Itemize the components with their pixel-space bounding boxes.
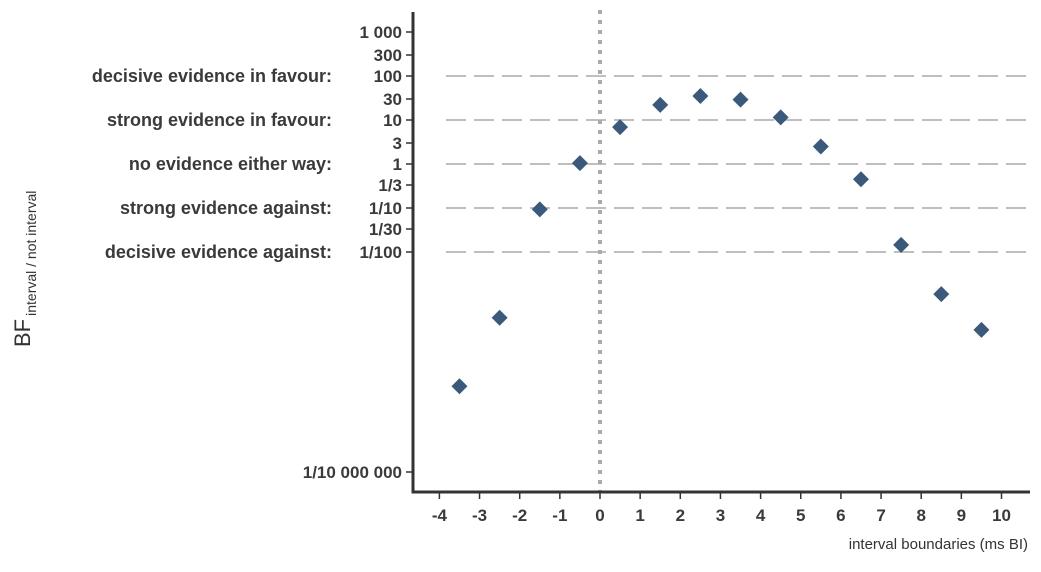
y-tick-label: 1/3 bbox=[378, 176, 402, 195]
y-axis-label: BF interval / not interval bbox=[10, 191, 39, 347]
x-tick-label: 0 bbox=[595, 506, 604, 525]
data-point bbox=[612, 119, 629, 136]
x-tick-label: 1 bbox=[635, 506, 644, 525]
x-tick-label: 10 bbox=[992, 506, 1011, 525]
data-point bbox=[772, 109, 789, 126]
evidence-label: decisive evidence in favour: bbox=[92, 66, 332, 86]
data-point bbox=[692, 88, 709, 105]
data-point bbox=[571, 155, 588, 172]
x-tick-label: -4 bbox=[432, 506, 448, 525]
data-point bbox=[451, 378, 468, 395]
data-point bbox=[732, 91, 749, 108]
y-tick-label: 1 bbox=[393, 155, 402, 174]
data-point bbox=[531, 201, 548, 218]
data-point bbox=[491, 309, 508, 326]
y-tick-label: 1/100 bbox=[359, 243, 402, 262]
y-tick-label: 1/10 bbox=[369, 199, 402, 218]
x-tick-label: -1 bbox=[552, 506, 567, 525]
y-tick-label: 1/10 000 000 bbox=[303, 463, 402, 482]
data-point bbox=[652, 96, 669, 113]
x-axis-label: interval boundaries (ms BI) bbox=[849, 536, 1028, 553]
data-points bbox=[451, 88, 990, 395]
x-tick-label: 9 bbox=[957, 506, 966, 525]
evidence-label: strong evidence in favour: bbox=[107, 110, 332, 130]
y-tick-label: 300 bbox=[374, 46, 402, 65]
data-point bbox=[852, 171, 869, 188]
x-tick-label: 2 bbox=[676, 506, 685, 525]
x-tick-label: 8 bbox=[916, 506, 925, 525]
data-point bbox=[933, 286, 950, 303]
y-tick-label: 1/30 bbox=[369, 220, 402, 239]
y-tick-label: 1 000 bbox=[359, 23, 402, 42]
evidence-label: strong evidence against: bbox=[120, 198, 332, 218]
y-axis-ticks: 1 000 300 100 30 10 3 1 1/3 1/10 1/30 1/100 1/10 00… bbox=[303, 23, 413, 482]
x-tick-label: 5 bbox=[796, 506, 805, 525]
x-tick-label: 3 bbox=[716, 506, 725, 525]
x-axis-ticks: -4 -3 -2 -1 0 1 2 3 4 5 6 7 8 9 10 bbox=[432, 492, 1011, 525]
y-axis-label-main: BF bbox=[10, 319, 35, 347]
y-tick-label: 3 bbox=[393, 134, 402, 153]
x-tick-label: 7 bbox=[876, 506, 885, 525]
data-point bbox=[812, 138, 829, 155]
evidence-label: decisive evidence against: bbox=[105, 242, 332, 262]
data-point bbox=[973, 321, 990, 338]
x-tick-label: 4 bbox=[756, 506, 766, 525]
x-tick-label: -3 bbox=[472, 506, 487, 525]
x-tick-label: 6 bbox=[836, 506, 845, 525]
x-tick-label: -2 bbox=[512, 506, 527, 525]
evidence-labels: decisive evidence in favour: strong evide… bbox=[92, 66, 332, 262]
y-tick-label: 10 bbox=[383, 111, 402, 130]
data-point bbox=[893, 236, 910, 253]
y-axis-label-sub: interval / not interval bbox=[23, 191, 39, 316]
y-tick-label: 30 bbox=[383, 90, 402, 109]
y-tick-label: 100 bbox=[374, 67, 402, 86]
evidence-label: no evidence either way: bbox=[129, 154, 332, 174]
